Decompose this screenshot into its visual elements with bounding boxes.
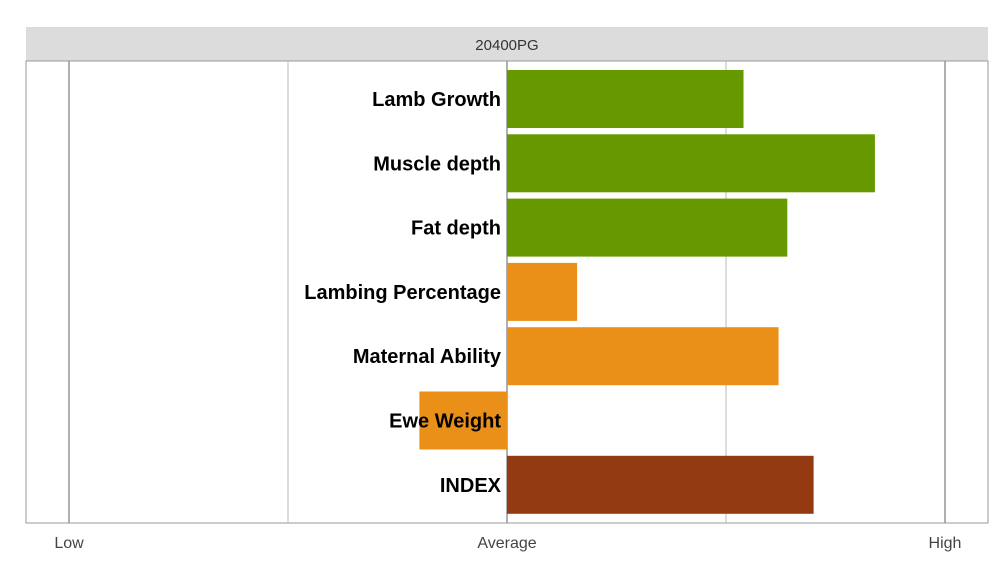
bar-fat-depth bbox=[507, 198, 788, 257]
x-tick-label-high: High bbox=[929, 535, 962, 552]
category-label-lamb-growth: Lamb Growth bbox=[372, 89, 501, 111]
chart-header-bar bbox=[26, 27, 988, 61]
bar-muscle-depth bbox=[507, 134, 875, 193]
x-axis-ticks: Low Average High bbox=[54, 535, 961, 552]
category-label-maternal-ability: Maternal Ability bbox=[353, 346, 502, 368]
bar-index bbox=[507, 455, 814, 514]
category-label-index: INDEX bbox=[440, 475, 502, 497]
category-labels: Lamb Growth Muscle depth Fat depth Lambing … bbox=[304, 89, 502, 497]
bar-ewe-weight bbox=[419, 391, 507, 450]
category-label-muscle-depth: Muscle depth bbox=[373, 153, 501, 175]
category-label-ewe-weight: Ewe Weight bbox=[389, 411, 501, 433]
chart-title: 20400PG bbox=[475, 37, 538, 54]
bars bbox=[419, 70, 875, 514]
x-tick-label-average: Average bbox=[477, 535, 536, 552]
category-label-lambing-percentage: Lambing Percentage bbox=[304, 282, 501, 304]
bar-lamb-growth bbox=[507, 70, 744, 128]
category-label-fat-depth: Fat depth bbox=[411, 218, 501, 240]
x-tick-label-low: Low bbox=[54, 535, 84, 552]
bar-maternal-ability bbox=[507, 327, 779, 386]
bar-lambing-percentage bbox=[507, 262, 578, 321]
